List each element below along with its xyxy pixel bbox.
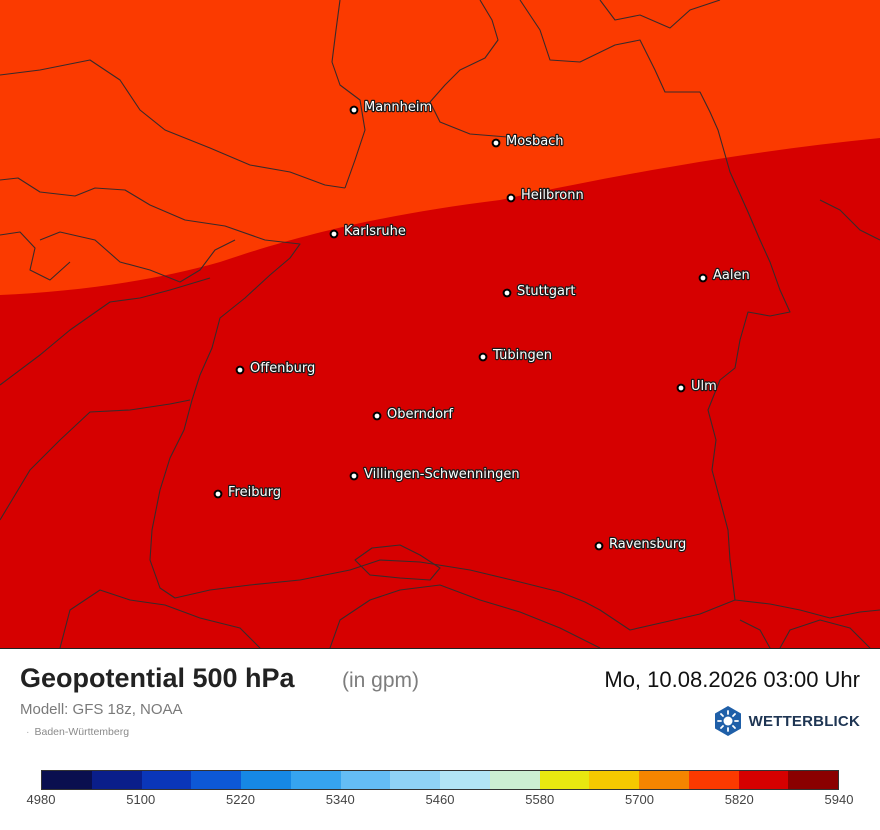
city-dot [372, 411, 382, 421]
city-label: Mosbach [506, 134, 564, 149]
color-scale-segment [688, 771, 739, 789]
color-scale-segment [91, 771, 142, 789]
city-label: Stuttgart [517, 284, 575, 299]
city-dot [594, 541, 604, 551]
map-band-5820-5880 [0, 0, 880, 295]
region-label: · Baden-Württemberg [26, 726, 129, 738]
weather-map: Mannheim Mosbach Heilbronn Karlsruhe Aal… [0, 0, 880, 649]
city-freiburg[interactable]: Freiburg [213, 484, 282, 501]
color-scale-tick-label: 5100 [126, 792, 156, 807]
city-karlsruhe[interactable]: Karlsruhe [329, 223, 407, 240]
city-mosbach[interactable]: Mosbach [491, 133, 565, 150]
city-label: Heilbronn [521, 188, 584, 203]
city-aalen[interactable]: Aalen [698, 267, 751, 284]
city-tuebingen[interactable]: Tübingen [478, 347, 553, 364]
city-label: Ravensburg [609, 537, 686, 552]
color-scale-tick-label: 5580 [525, 792, 555, 807]
color-scale-bar [41, 770, 839, 790]
city-label: Aalen [713, 268, 750, 283]
color-scale-ticks: 4980 5100 5220 5340 5460 5580 5700 5820 5940 [0, 792, 880, 812]
brand-name: WETTERBLICK [748, 712, 860, 730]
city-stuttgart[interactable]: Stuttgart [502, 283, 577, 300]
color-scale-segment [489, 771, 540, 789]
city-mannheim[interactable]: Mannheim [349, 99, 433, 116]
color-scale-tick-label: 4980 [26, 792, 56, 807]
city-dot [329, 229, 339, 239]
color-scale-segment [788, 771, 838, 789]
model-info: Modell: GFS 18z, NOAA [20, 701, 183, 718]
color-scale-segment [589, 771, 639, 789]
legend-footer: Geopotential 500 hPa (in gpm) Mo, 10.08.… [0, 649, 880, 830]
color-scale-segment [440, 771, 490, 789]
city-dot [491, 138, 501, 148]
city-label: Freiburg [228, 485, 281, 500]
city-label: Oberndorf [387, 407, 453, 422]
city-label: Karlsruhe [344, 224, 406, 239]
city-villingen-schwenningen[interactable]: Villingen-Schwenningen [349, 466, 521, 483]
color-scale-tick-label: 5820 [724, 792, 754, 807]
unit-label: (in gpm) [342, 669, 420, 692]
city-label: Villingen-Schwenningen [364, 467, 520, 482]
city-dot [235, 365, 245, 375]
map-title: Geopotential 500 hPa [20, 663, 295, 693]
color-scale-segment [738, 771, 789, 789]
city-markers: Mannheim Mosbach Heilbronn Karlsruhe Aal… [213, 99, 751, 553]
region-name: Baden-Württemberg [34, 726, 130, 738]
city-label: Offenburg [250, 361, 315, 376]
city-dot [676, 383, 686, 393]
color-scale-segment [141, 771, 192, 789]
city-label: Tübingen [492, 348, 552, 363]
city-dot [349, 105, 359, 115]
wetterblick-logo-icon [714, 706, 741, 736]
city-dot [502, 288, 512, 298]
color-scale-tick-label: 5700 [625, 792, 654, 807]
color-scale-segment [241, 771, 291, 789]
color-scale-segment [340, 771, 391, 789]
color-scale-tick-label: 5940 [824, 792, 854, 807]
city-dot [478, 352, 488, 362]
color-scale-tick-label: 5220 [226, 792, 255, 807]
color-scale-segment [290, 771, 341, 789]
city-label: Ulm [691, 379, 717, 394]
city-dot [349, 471, 359, 481]
city-offenburg[interactable]: Offenburg [235, 360, 316, 377]
city-dot [698, 273, 708, 283]
city-dot [506, 193, 516, 203]
border-lines [0, 0, 880, 648]
forecast-datetime: Mo, 10.08.2026 03:00 Uhr [604, 667, 860, 692]
city-ulm[interactable]: Ulm [676, 378, 718, 395]
city-ravensburg[interactable]: Ravensburg [594, 536, 687, 553]
color-scale-segment [42, 771, 92, 789]
city-dot [213, 489, 223, 499]
city-oberndorf[interactable]: Oberndorf [372, 406, 455, 423]
city-heilbronn[interactable]: Heilbronn [506, 187, 585, 204]
color-scale-segment [191, 771, 241, 789]
color-scale-tick-label: 5460 [425, 792, 455, 807]
city-label: Mannheim [364, 100, 432, 115]
color-scale-segment [639, 771, 689, 789]
color-scale-segment [539, 771, 590, 789]
color-scale-tick-label: 5340 [325, 792, 355, 807]
brand-logo[interactable]: WETTERBLICK [712, 705, 860, 737]
color-scale-segment [390, 771, 440, 789]
bullet-icon: · [26, 726, 30, 738]
